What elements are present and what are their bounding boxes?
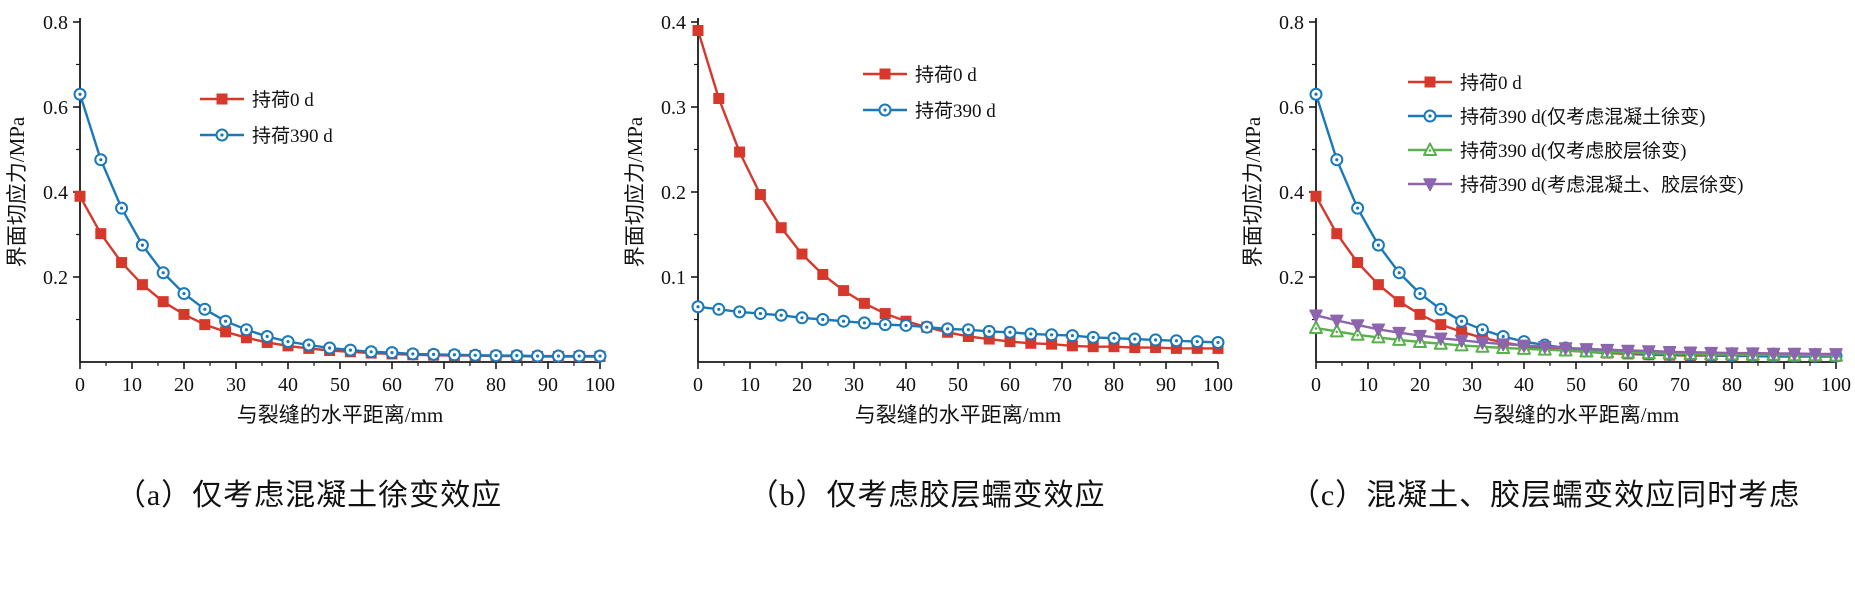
x-tick-label: 10	[740, 374, 760, 396]
x-tick-label: 30	[226, 374, 246, 396]
series-持荷390 d	[73, 87, 607, 363]
series-持荷390 d(考虑混凝土、胶层徐变)	[1309, 309, 1843, 362]
legend-label: 持荷0 d	[915, 64, 977, 86]
x-tick-label: 80	[1722, 374, 1742, 396]
chart-panel-c: 0 10 20 30 40 50 60 70 80 90 100 0.2 0.4 0.6 0.8 与裂缝的水平…	[1236, 4, 1854, 604]
y-tick-label: 0.4	[43, 182, 68, 204]
x-tick-label: 0	[1311, 374, 1321, 396]
axes: 0 10 20 30 40 50 60 70 80 90 100 0.1 0.2 0.3 0.4	[661, 12, 1233, 396]
y-axis-title: 界面切应力/MPa	[5, 116, 29, 267]
legend-label: 持荷0 d	[1460, 72, 1522, 94]
x-tick-label: 30	[844, 374, 864, 396]
x-tick-label: 40	[278, 374, 298, 396]
x-tick-label: 20	[174, 374, 194, 396]
legend: 持荷0 d 持荷390 d	[863, 64, 996, 122]
x-tick-label: 20	[792, 374, 812, 396]
x-tick-label: 10	[122, 374, 142, 396]
x-tick-label: 70	[434, 374, 454, 396]
legend-label: 持荷390 d(考虑混凝土、胶层徐变)	[1460, 174, 1743, 196]
x-tick-label: 50	[330, 374, 350, 396]
x-tick-label: 80	[1104, 374, 1124, 396]
x-axis-title: 与裂缝的水平距离/mm	[237, 403, 444, 427]
x-tick-label: 90	[538, 374, 558, 396]
x-axis-title: 与裂缝的水平距离/mm	[855, 403, 1062, 427]
x-tick-label: 50	[1566, 374, 1586, 396]
y-tick-label: 0.4	[1279, 182, 1304, 204]
x-tick-label: 30	[1462, 374, 1482, 396]
y-tick-label: 0.8	[1279, 12, 1304, 34]
legend: 持荷0 d 持荷390 d(仅考虑混凝土徐变) 持荷390 d(仅考虑胶层徐变) 持荷…	[1408, 72, 1743, 196]
x-tick-label: 40	[896, 374, 916, 396]
series-持荷390 d	[691, 300, 1225, 349]
legend-label: 持荷390 d(仅考虑胶层徐变)	[1460, 140, 1686, 162]
x-tick-label: 0	[75, 374, 85, 396]
x-tick-label: 50	[948, 374, 968, 396]
x-tick-label: 60	[382, 374, 402, 396]
x-tick-label: 100	[585, 374, 615, 396]
legend-label: 持荷390 d	[915, 100, 996, 122]
axes: 0 10 20 30 40 50 60 70 80 90 100 0.2 0.4 0.6 0.8	[1279, 12, 1851, 396]
chart-b-caption: （b）仅考虑胶层蠕变效应	[748, 479, 1106, 512]
y-axis-title: 界面切应力/MPa	[623, 116, 647, 267]
x-axis-title: 与裂缝的水平距离/mm	[1473, 403, 1680, 427]
x-tick-label: 60	[1000, 374, 1020, 396]
x-tick-label: 0	[693, 374, 703, 396]
y-tick-label: 0.6	[43, 97, 68, 119]
y-tick-label: 0.3	[661, 97, 686, 119]
series-持荷0 d	[1310, 190, 1842, 362]
y-tick-label: 0.2	[43, 267, 68, 289]
x-tick-label: 100	[1821, 374, 1851, 396]
y-tick-label: 0.6	[1279, 97, 1304, 119]
chart-a-plot: 0 10 20 30 40 50 60 70 80 90 100 0.2 0.4 0.6 0.8 与裂缝的水平…	[5, 12, 615, 427]
chart-panel-a: 0 10 20 30 40 50 60 70 80 90 100 0.2 0.4 0.6 0.8 与裂缝的水平…	[0, 4, 618, 604]
x-tick-label: 10	[1358, 374, 1378, 396]
series-持荷390 d(仅考虑胶层徐变)	[1309, 320, 1843, 362]
legend-label: 持荷390 d	[252, 125, 333, 147]
series-持荷390 d(仅考虑混凝土徐变)	[1309, 87, 1843, 363]
y-tick-label: 0.2	[1279, 267, 1304, 289]
x-tick-label: 40	[1514, 374, 1534, 396]
y-tick-label: 0.2	[661, 182, 686, 204]
x-tick-label: 80	[486, 374, 506, 396]
axes: 0 10 20 30 40 50 60 70 80 90 100 0.2 0.4 0.6 0.8	[43, 12, 615, 396]
chart-c-plot: 0 10 20 30 40 50 60 70 80 90 100 0.2 0.4 0.6 0.8 与裂缝的水平…	[1241, 12, 1851, 427]
y-axis-title: 界面切应力/MPa	[1241, 116, 1265, 267]
chart-panel-b: 0 10 20 30 40 50 60 70 80 90 100 0.1 0.2 0.3 0.4 与裂缝的水平…	[618, 4, 1236, 604]
chart-a-caption: （a）仅考虑混凝土徐变效应	[115, 479, 503, 512]
x-tick-label: 70	[1670, 374, 1690, 396]
x-tick-label: 70	[1052, 374, 1072, 396]
y-tick-label: 0.1	[661, 267, 686, 289]
chart-c-caption: （c）混凝土、胶层蠕变效应同时考虑	[1289, 479, 1801, 512]
y-tick-label: 0.8	[43, 12, 68, 34]
x-tick-label: 20	[1410, 374, 1430, 396]
x-tick-label: 60	[1618, 374, 1638, 396]
series-持荷0 d	[74, 190, 606, 362]
legend-label: 持荷390 d(仅考虑混凝土徐变)	[1460, 106, 1705, 128]
x-tick-label: 100	[1203, 374, 1233, 396]
legend-label: 持荷0 d	[252, 89, 314, 111]
y-tick-label: 0.4	[661, 12, 686, 34]
x-tick-label: 90	[1774, 374, 1794, 396]
x-tick-label: 90	[1156, 374, 1176, 396]
chart-b-plot: 0 10 20 30 40 50 60 70 80 90 100 0.1 0.2 0.3 0.4 与裂缝的水平…	[623, 12, 1233, 427]
legend: 持荷0 d 持荷390 d	[200, 89, 333, 147]
